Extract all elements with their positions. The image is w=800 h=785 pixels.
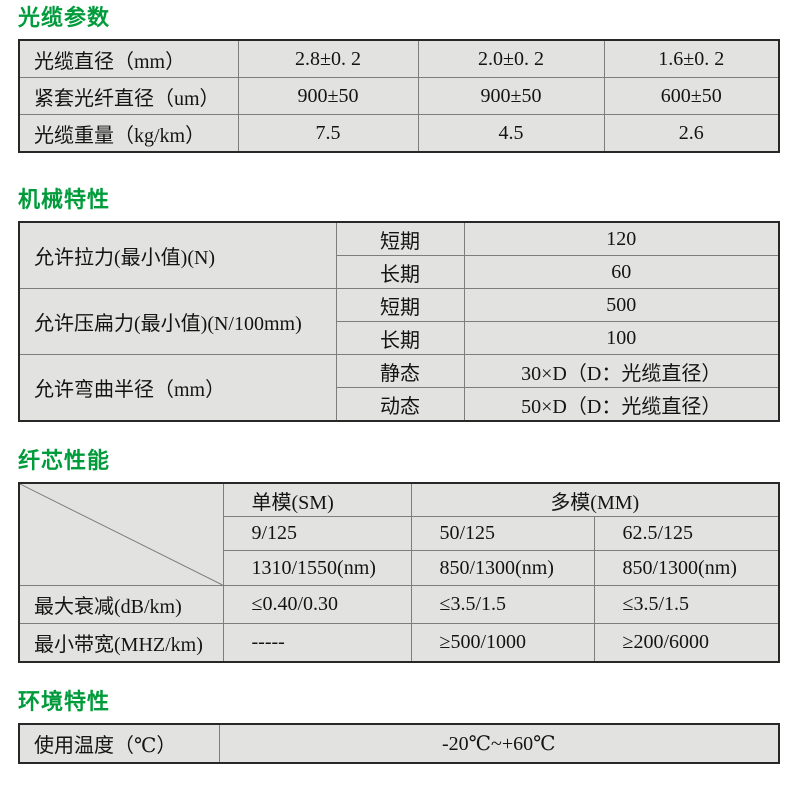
table-row: 光缆直径（mm） 2.8±0. 2 2.0±0. 2 1.6±0. 2 <box>18 39 780 78</box>
table-row: 最大衰减(dB/km) ≤0.40/0.30 ≤3.5/1.5 ≤3.5/1.5 <box>18 585 780 624</box>
section-title-fiber-performance: 纤芯性能 <box>18 448 111 473</box>
cable-diameter-value-1: 2.8±0. 2 <box>237 39 419 78</box>
bend-dynamic-value: 50×D（D：光缆直径） <box>463 387 780 422</box>
single-mode-header: 单模(SM) <box>222 482 412 517</box>
environment-table: 使用温度（℃） -20℃~+60℃ <box>18 723 780 764</box>
sm-wavelength: 1310/1550(nm) <box>222 550 412 586</box>
section-title-cable-params: 光缆参数 <box>18 5 111 30</box>
section-title-mechanical: 机械特性 <box>18 187 111 212</box>
multi-mode-header: 多模(MM) <box>410 482 780 517</box>
diagonal-line <box>20 484 223 585</box>
cable-weight-value-3: 2.6 <box>603 114 780 153</box>
buffer-diameter-value-2: 900±50 <box>417 77 605 115</box>
min-bandwidth-sm: ----- <box>222 623 412 663</box>
operating-temperature-value: -20℃~+60℃ <box>218 723 780 764</box>
max-attenuation-mm1: ≤3.5/1.5 <box>410 585 595 624</box>
tension-label: 允许拉力(最小值)(N) <box>18 221 337 289</box>
table-row: 9/125 50/125 62.5/125 <box>19 516 780 551</box>
table-row: 长期 100 <box>19 321 780 355</box>
tension-short-term-value: 120 <box>463 221 780 256</box>
table-row: 单模(SM) 多模(MM) <box>18 482 780 586</box>
table-row: 允许压扁力(最小值)(N/100mm) 短期 500 <box>18 288 780 355</box>
buffer-diameter-value-1: 900±50 <box>237 77 419 115</box>
cable-diameter-value-2: 2.0±0. 2 <box>417 39 605 78</box>
table-row: 长期 60 <box>19 255 780 289</box>
mechanical-table: 允许拉力(最小值)(N) 短期 120 长期 60 允许压扁力(最小值)(N/1… <box>18 221 780 422</box>
crush-long-term-label: 长期 <box>335 321 465 355</box>
section-title-environment: 环境特性 <box>18 689 111 714</box>
cable-params-table: 光缆直径（mm） 2.8±0. 2 2.0±0. 2 1.6±0. 2 紧套光纤… <box>18 39 780 153</box>
min-bandwidth-label: 最小带宽(MHZ/km) <box>18 623 224 663</box>
fiber-performance-table: 单模(SM) 多模(MM) 9/125 50/125 62.5/125 1310… <box>18 482 781 663</box>
crush-long-term-value: 100 <box>463 321 780 355</box>
buffer-diameter-value-3: 600±50 <box>603 77 780 115</box>
max-attenuation-sm: ≤0.40/0.30 <box>222 585 412 624</box>
min-bandwidth-mm2: ≥200/6000 <box>593 623 780 663</box>
min-bandwidth-mm1: ≥500/1000 <box>410 623 595 663</box>
operating-temperature-label: 使用温度（℃） <box>18 723 220 764</box>
tension-long-term-value: 60 <box>463 255 780 289</box>
crush-label: 允许压扁力(最小值)(N/100mm) <box>18 288 337 355</box>
cable-diameter-value-3: 1.6±0. 2 <box>603 39 780 78</box>
max-attenuation-mm2: ≤3.5/1.5 <box>593 585 780 624</box>
crush-short-term-label: 短期 <box>335 288 465 322</box>
max-attenuation-label: 最大衰减(dB/km) <box>18 585 224 624</box>
bend-static-value: 30×D（D：光缆直径） <box>463 354 780 388</box>
table-row: 动态 50×D（D：光缆直径） <box>19 387 780 422</box>
table-row: 允许拉力(最小值)(N) 短期 120 <box>18 221 780 289</box>
table-row: 最小带宽(MHZ/km) ----- ≥500/1000 ≥200/6000 <box>18 623 780 663</box>
bend-dynamic-label: 动态 <box>335 387 465 422</box>
cable-weight-value-1: 7.5 <box>237 114 419 153</box>
mm1-core-size: 50/125 <box>410 516 595 551</box>
bend-static-label: 静态 <box>335 354 465 388</box>
tension-short-term-label: 短期 <box>335 221 465 256</box>
tension-long-term-label: 长期 <box>335 255 465 289</box>
cable-weight-label: 光缆重量（kg/km） <box>18 114 239 153</box>
table-row: 允许弯曲半径（mm） 静态 30×D（D：光缆直径） <box>18 354 780 422</box>
diagonal-header-cell <box>18 482 224 586</box>
spec-sheet-page: 光缆参数 光缆直径（mm） 2.8±0. 2 2.0±0. 2 1.6±0. 2… <box>18 0 781 764</box>
bend-radius-label: 允许弯曲半径（mm） <box>18 354 337 422</box>
mm2-wavelength: 850/1300(nm) <box>593 550 780 586</box>
table-row: 使用温度（℃） -20℃~+60℃ <box>18 723 780 764</box>
mm2-core-size: 62.5/125 <box>593 516 780 551</box>
table-row: 1310/1550(nm) 850/1300(nm) 850/1300(nm) <box>19 550 780 586</box>
buffer-diameter-label: 紧套光纤直径（um） <box>18 77 239 115</box>
table-row: 光缆重量（kg/km） 7.5 4.5 2.6 <box>18 114 780 153</box>
table-row: 紧套光纤直径（um） 900±50 900±50 600±50 <box>18 77 780 115</box>
cable-weight-value-2: 4.5 <box>417 114 605 153</box>
mm1-wavelength: 850/1300(nm) <box>410 550 595 586</box>
sm-core-size: 9/125 <box>222 516 412 551</box>
cable-diameter-label: 光缆直径（mm） <box>18 39 239 78</box>
crush-short-term-value: 500 <box>463 288 780 322</box>
